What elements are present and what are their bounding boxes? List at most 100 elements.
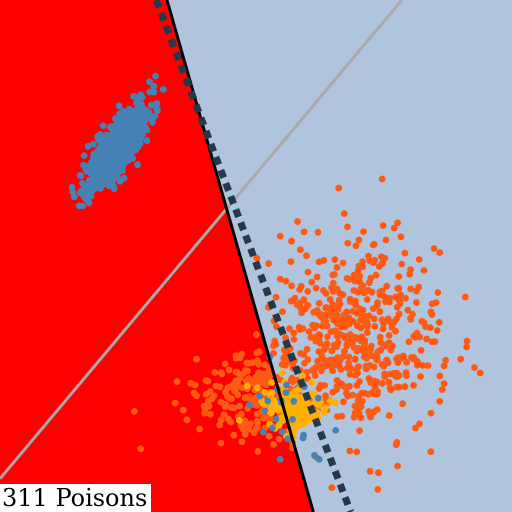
data-point [346, 371, 354, 378]
data-point [336, 331, 344, 338]
data-point [403, 358, 411, 366]
data-point [368, 352, 375, 360]
data-point [424, 362, 432, 369]
data-point [376, 308, 384, 316]
data-point [217, 369, 225, 376]
poison-point [278, 369, 286, 377]
data-point [279, 308, 286, 316]
data-point [290, 329, 298, 337]
data-point [471, 364, 478, 371]
data-point [190, 389, 198, 397]
data-point [300, 228, 308, 236]
data-point [250, 429, 258, 436]
data-point [361, 288, 369, 296]
data-point [351, 402, 359, 410]
data-point [236, 402, 244, 410]
data-point [324, 333, 331, 341]
data-point [282, 334, 289, 342]
data-point [352, 242, 360, 250]
data-point [112, 162, 120, 169]
data-point [232, 355, 240, 362]
data-point [393, 369, 401, 377]
data-point [247, 420, 254, 428]
data-point [153, 100, 161, 107]
data-point [343, 308, 351, 316]
data-point [426, 324, 434, 331]
data-point [173, 378, 181, 385]
data-point [385, 339, 393, 347]
data-point [315, 331, 322, 338]
data-point [336, 363, 344, 371]
data-point [328, 484, 336, 491]
data-point [334, 306, 342, 313]
data-point [77, 172, 85, 180]
data-point [179, 406, 187, 414]
data-point [135, 124, 143, 132]
data-point [333, 377, 341, 384]
data-point [370, 315, 378, 323]
data-point [222, 400, 230, 408]
data-point [112, 115, 119, 123]
data-point [436, 249, 444, 256]
data-point [404, 306, 412, 314]
data-point [287, 297, 295, 305]
data-point [290, 397, 298, 405]
data-point [307, 334, 315, 341]
data-point [143, 137, 151, 145]
data-point [335, 296, 343, 304]
data-point [249, 396, 257, 404]
data-point [370, 363, 378, 371]
data-point [327, 356, 334, 364]
data-point [417, 347, 425, 354]
data-point [406, 270, 414, 278]
data-point [70, 193, 78, 201]
data-point [196, 425, 204, 433]
data-point [463, 343, 471, 351]
data-point [476, 369, 484, 377]
data-point [314, 228, 322, 236]
data-point [272, 293, 280, 301]
poison-point [294, 417, 302, 425]
data-point [216, 421, 224, 429]
data-point [401, 249, 409, 257]
data-point [288, 237, 295, 245]
data-point [110, 185, 118, 193]
data-point [304, 356, 312, 364]
data-point [101, 177, 108, 185]
data-point [345, 353, 353, 361]
data-point [355, 262, 363, 270]
data-point [351, 277, 359, 285]
poison-count-label: 311 Poisons [0, 484, 152, 512]
data-point [227, 418, 235, 426]
data-point [133, 108, 141, 116]
data-point [303, 345, 311, 353]
data-point [433, 327, 441, 334]
data-point [327, 362, 335, 370]
data-point [358, 389, 366, 397]
data-point [137, 91, 145, 99]
data-point [315, 456, 323, 463]
data-point [134, 161, 142, 169]
poison-point [243, 382, 251, 390]
data-point [244, 359, 252, 367]
data-point [356, 378, 363, 385]
data-point [246, 401, 253, 409]
data-point [217, 439, 225, 447]
data-point [353, 408, 360, 415]
data-point [276, 275, 284, 283]
data-point [112, 122, 120, 129]
data-point [337, 355, 345, 362]
data-point [129, 130, 136, 138]
data-point [278, 428, 286, 436]
data-point [360, 353, 368, 361]
data-point [187, 379, 195, 387]
data-point [254, 448, 262, 455]
data-point [294, 218, 301, 225]
data-point [142, 125, 149, 133]
data-point [113, 173, 121, 181]
data-point [379, 222, 387, 229]
data-point [356, 309, 364, 317]
data-point [333, 343, 341, 350]
data-point [398, 260, 406, 268]
data-point [124, 125, 131, 132]
